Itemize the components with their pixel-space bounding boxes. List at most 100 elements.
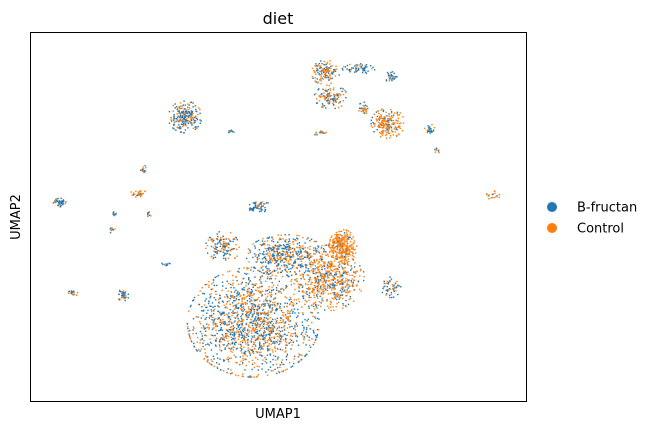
scatter-point <box>183 117 185 120</box>
scatter-point <box>314 339 317 341</box>
scatter-point <box>266 259 268 261</box>
scatter-point <box>201 335 204 337</box>
scatter-point <box>262 308 265 311</box>
scatter-point <box>217 242 219 244</box>
scatter-point <box>321 273 324 275</box>
scatter-point <box>304 264 307 266</box>
scatter-point <box>274 342 276 345</box>
scatter-point <box>296 234 298 237</box>
scatter-point <box>384 123 387 125</box>
scatter-point <box>206 323 208 325</box>
scatter-point <box>249 330 251 332</box>
scatter-point <box>276 319 278 322</box>
scatter-point <box>240 304 242 306</box>
scatter-point <box>277 265 279 267</box>
scatter-point <box>386 71 389 74</box>
scatter-point <box>187 330 189 332</box>
scatter-point <box>392 296 395 298</box>
scatter-point <box>258 257 260 260</box>
scatter-point <box>122 291 124 294</box>
scatter-point <box>329 303 332 305</box>
scatter-point <box>256 339 258 341</box>
scatter-point <box>230 329 232 332</box>
scatter-point <box>326 100 328 102</box>
scatter-point <box>262 243 264 245</box>
scatter-point <box>263 210 266 213</box>
scatter-point <box>390 78 392 80</box>
scatter-point <box>344 266 347 269</box>
scatter-point <box>285 344 287 347</box>
scatter-point <box>212 257 215 259</box>
scatter-point <box>284 369 287 371</box>
scatter-point <box>272 284 275 286</box>
scatter-point <box>363 111 365 114</box>
scatter-point <box>351 67 353 69</box>
scatter-point <box>350 251 353 253</box>
scatter-point <box>397 284 399 286</box>
scatter-point <box>215 340 217 342</box>
scatter-point <box>173 123 175 125</box>
scatter-point <box>212 241 214 243</box>
scatter-point <box>381 131 383 133</box>
scatter-point <box>362 70 364 72</box>
scatter-point <box>311 291 314 294</box>
scatter-point <box>252 330 255 332</box>
scatter-point <box>220 248 223 250</box>
scatter-point <box>264 240 266 243</box>
scatter-point <box>336 282 338 284</box>
scatter-point <box>363 276 365 278</box>
scatter-point <box>261 368 263 370</box>
scatter-point <box>58 200 60 202</box>
scatter-point <box>184 129 187 131</box>
scatter-point <box>220 250 222 252</box>
scatter-point <box>246 290 248 293</box>
scatter-point <box>326 96 328 99</box>
scatter-point <box>318 301 321 303</box>
scatter-point <box>395 119 397 121</box>
scatter-point <box>185 121 187 123</box>
scatter-point <box>227 356 229 359</box>
scatter-point <box>229 343 231 345</box>
scatter-point <box>196 336 199 339</box>
scatter-point <box>336 235 338 237</box>
scatter-point <box>237 298 240 301</box>
scatter-point <box>307 318 309 320</box>
scatter-point <box>293 265 295 267</box>
scatter-point <box>387 118 389 120</box>
scatter-point <box>247 335 250 338</box>
scatter-point <box>339 294 342 297</box>
scatter-point <box>301 354 303 356</box>
scatter-point <box>254 345 257 347</box>
scatter-point <box>302 248 305 250</box>
scatter-point <box>227 340 229 342</box>
scatter-point <box>349 274 351 276</box>
scatter-point <box>261 294 264 296</box>
scatter-point <box>178 120 180 123</box>
scatter-point <box>353 249 355 251</box>
scatter-point <box>204 355 207 357</box>
scatter-point <box>260 261 262 263</box>
scatter-point <box>327 69 329 72</box>
scatter-point <box>271 255 274 258</box>
scatter-point <box>429 132 431 134</box>
scatter-point <box>265 362 268 364</box>
scatter-point <box>392 285 394 288</box>
scatter-point <box>346 248 348 251</box>
scatter-point <box>277 263 280 266</box>
scatter-point <box>313 259 315 261</box>
scatter-point <box>342 307 344 309</box>
scatter-point <box>227 250 230 252</box>
scatter-point <box>356 64 359 66</box>
scatter-point <box>283 363 285 366</box>
scatter-point <box>289 310 291 313</box>
scatter-point <box>242 313 244 315</box>
scatter-point <box>278 371 281 374</box>
scatter-point <box>333 95 336 98</box>
scatter-point <box>245 316 247 318</box>
scatter-point <box>335 255 337 258</box>
scatter-point <box>338 74 340 76</box>
scatter-point <box>276 257 278 259</box>
scatter-point <box>386 121 388 123</box>
scatter-point <box>210 255 212 258</box>
scatter-point <box>227 336 230 338</box>
